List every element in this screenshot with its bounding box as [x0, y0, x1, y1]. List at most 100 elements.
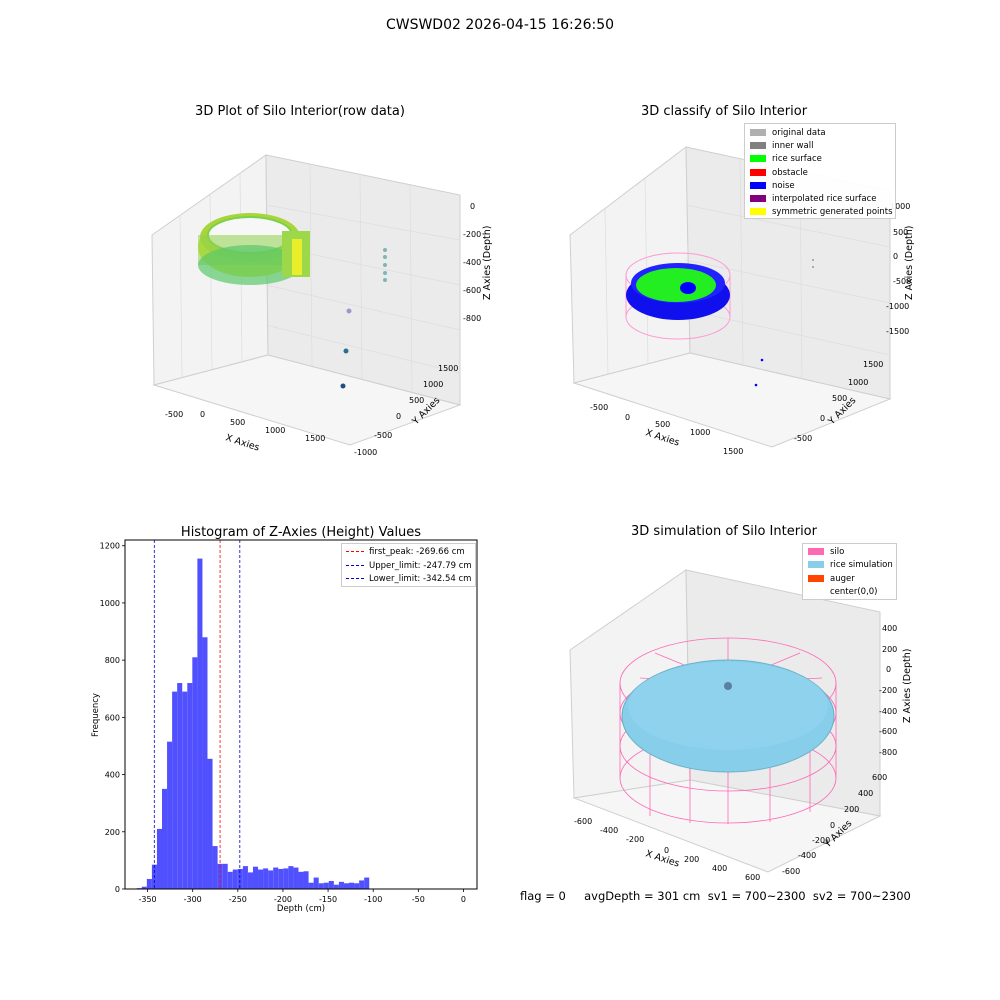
- histogram-bar: [156, 828, 163, 889]
- histogram-bar: [298, 871, 304, 889]
- legend-label: rice surface: [772, 154, 822, 165]
- y-tick: 500: [832, 394, 847, 403]
- z-tick: 500: [893, 228, 908, 237]
- x-axis-label: X Axies: [644, 427, 681, 448]
- raw-point-cloud: [198, 213, 387, 389]
- chart-title: Histogram of Z-Axies (Height) Values: [181, 525, 421, 540]
- histogram-bar: [222, 863, 228, 889]
- legend-label: symmetric generated points: [772, 207, 893, 218]
- z-tick: -400: [879, 707, 897, 716]
- histogram-bar: [273, 867, 279, 889]
- z-tick: 1000: [890, 202, 910, 211]
- classify-plot-title: 3D classify of Silo Interior: [640, 104, 808, 119]
- histogram-bar: [338, 881, 344, 889]
- histogram-bar: [212, 846, 218, 889]
- y-tick: 500: [409, 396, 424, 405]
- histogram-bar: [323, 882, 329, 889]
- histogram-chart: Histogram of Z-Axies (Height) Values -35…: [91, 525, 478, 914]
- legend-label: interpolated rice surface: [772, 194, 877, 205]
- classify-3d-plot: -500 0 500 1000 1500 1500 1000 500 0 -50…: [569, 146, 915, 456]
- y-tick: -500: [374, 431, 392, 440]
- swatch-obstacle: [750, 168, 766, 176]
- histogram-bar: [232, 869, 238, 889]
- legend-label: original data: [772, 128, 826, 138]
- legend-label: first_peak: -269.66 cm: [369, 547, 465, 557]
- histogram-bar: [182, 691, 188, 889]
- z-tick: -200: [879, 686, 897, 695]
- z-tick: -1500: [886, 327, 909, 336]
- swatch-auger: [808, 574, 824, 582]
- z-tick: 400: [882, 624, 897, 633]
- y-tick: 200: [844, 805, 859, 814]
- x-tick-label: -200: [274, 895, 292, 904]
- swatch-rice-simulation: [808, 561, 824, 569]
- legend-label: auger: [830, 573, 855, 584]
- swatch-symmetric: [750, 208, 766, 216]
- x-tick-label: -300: [184, 895, 202, 904]
- swatch-rice-surface: [750, 155, 766, 163]
- x-tick: 0: [200, 410, 205, 419]
- x-tick-label: -250: [229, 895, 247, 904]
- y-tick: 1000: [423, 380, 443, 389]
- swatch-interpolated: [750, 195, 766, 203]
- y-tick: 0: [396, 412, 401, 421]
- x-tick: 1500: [723, 447, 743, 456]
- histogram-bar: [202, 637, 208, 889]
- histogram-bar: [318, 883, 324, 889]
- legend-label: rice simulation: [830, 560, 893, 571]
- z-tick: -600: [879, 727, 897, 736]
- x-tick: -600: [574, 817, 592, 826]
- histogram-bar: [258, 869, 264, 889]
- y-tick: 1500: [863, 360, 883, 369]
- histogram-bar: [141, 886, 147, 889]
- x-axis-label: X Axies: [644, 848, 681, 869]
- x-tick: 500: [655, 420, 670, 429]
- rice-simulation-surface: [621, 659, 835, 773]
- x-tick-label: -100: [364, 895, 382, 904]
- classify-legend: original data inner wall rice surface ob…: [744, 123, 896, 219]
- y-tick-label: 0: [115, 885, 120, 894]
- simulation-legend: silo rice simulation auger center(0,0): [802, 543, 897, 600]
- y-tick: 400: [858, 789, 873, 798]
- z-tick: 0: [893, 252, 898, 261]
- legend-label: inner wall: [772, 141, 814, 152]
- z-axis-label: Z Axies (Depth): [482, 226, 493, 300]
- swatch-inner-wall: [750, 142, 766, 150]
- legend-label: silo: [830, 547, 845, 557]
- y-tick: -1000: [354, 448, 377, 457]
- figure-title: CWSWD02 2026-04-15 16:26:50: [385, 17, 615, 33]
- z-tick: -800: [879, 748, 897, 757]
- x-tick: 200: [684, 855, 699, 864]
- raw-plot-title: 3D Plot of Silo Interior(row data): [195, 104, 405, 119]
- legend-label: Lower_limit: -342.54 cm: [369, 574, 472, 584]
- y-tick: -200: [812, 836, 830, 845]
- histogram-bar: [333, 884, 339, 889]
- y-tick-label: 1000: [100, 599, 120, 608]
- x-tick: -500: [165, 410, 183, 419]
- y-axis-label: Frequency: [91, 693, 101, 737]
- histogram-bar: [349, 882, 355, 889]
- histogram-bar: [268, 870, 274, 889]
- y-tick: -400: [798, 851, 816, 860]
- lower-line-swatch: [346, 578, 364, 579]
- histogram-bar: [354, 883, 360, 889]
- histogram-bar: [187, 683, 193, 889]
- x-tick: 500: [230, 418, 245, 427]
- raw-3d-plot: -500 0 500 1000 1500 1500 1000 500 0 -50…: [151, 154, 493, 457]
- swatch-noise: [750, 181, 766, 189]
- x-tick-label: -150: [319, 895, 337, 904]
- histogram-bar: [207, 758, 213, 889]
- z-axis-label: Z Axies (Depth): [902, 649, 913, 723]
- histogram-bar: [192, 657, 198, 889]
- plot-frame: [124, 539, 478, 890]
- histogram-bar: [162, 788, 168, 889]
- x-axis-label: Depth (cm): [277, 904, 325, 914]
- histogram-bar: [263, 868, 269, 889]
- x-axis-label: X Axies: [224, 432, 261, 453]
- z-tick: 0: [470, 202, 475, 211]
- swatch-original: [750, 129, 766, 136]
- histogram-bar: [242, 866, 248, 889]
- y-tick: 0: [830, 821, 835, 830]
- histogram-bar: [177, 683, 183, 889]
- z-axis-label: Z Axies (Depth): [904, 226, 915, 300]
